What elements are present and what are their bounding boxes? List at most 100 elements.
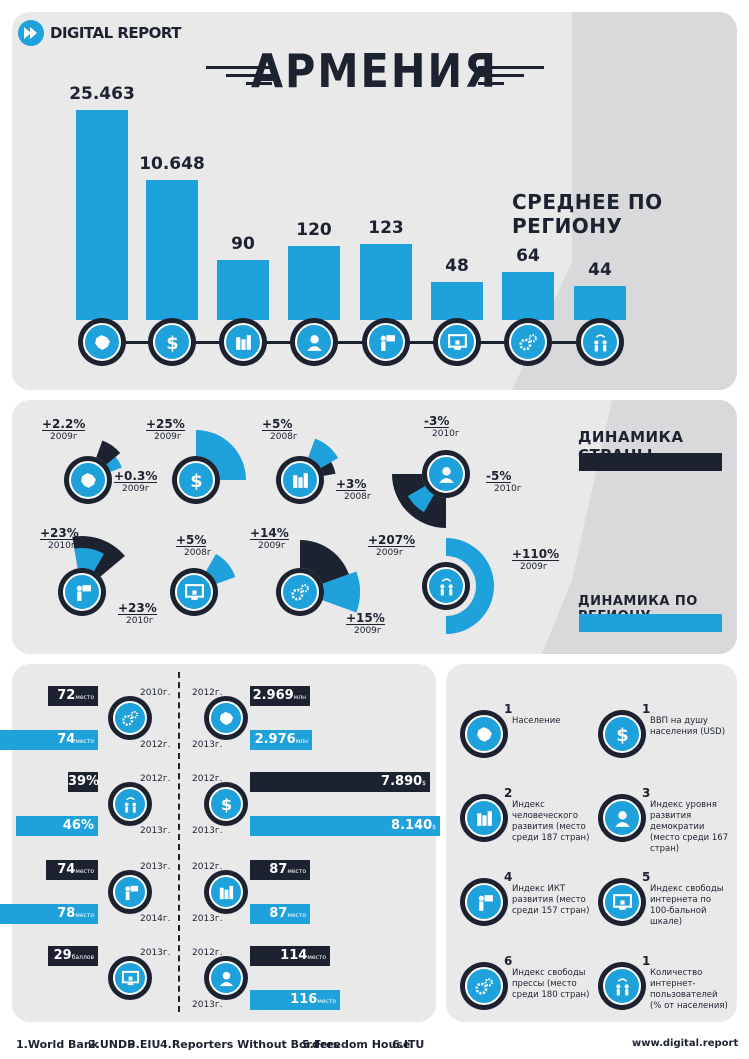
legend-number: 1: [642, 702, 651, 716]
map-icon: [474, 724, 495, 745]
bar: [431, 282, 483, 320]
ranking-year: 2012г.: [140, 774, 171, 784]
ranking-year: 2013г.: [192, 740, 223, 750]
bar: [217, 260, 269, 320]
people-wifi-icon: [612, 976, 633, 997]
person-icon: [612, 808, 633, 829]
ranking-year: 2012г.: [192, 688, 223, 698]
ranking-icon-badge: [204, 956, 248, 1000]
gears-icon: [290, 582, 311, 603]
dynamics-icon-badge: [64, 456, 112, 504]
legend-number: 4: [504, 870, 513, 884]
map-icon: [217, 709, 236, 728]
title-rule: [226, 74, 272, 77]
ranking-value: 78: [57, 906, 76, 921]
people-wifi-icon: [436, 576, 457, 597]
ranking-previous-tag: 87место: [250, 904, 310, 924]
site-url[interactable]: www.digital.report: [632, 1038, 739, 1049]
bar-baseline: [100, 341, 600, 344]
ranking-previous-tag: 78место: [0, 904, 98, 924]
gears-icon: [474, 976, 495, 997]
map-icon: [92, 332, 113, 353]
bar-value-label: 120: [296, 220, 332, 240]
ranking-year: 2014г.: [140, 914, 171, 924]
bar: [574, 286, 626, 320]
people-wifi-icon: [121, 795, 140, 814]
source-item: 6.ITU: [392, 1038, 425, 1051]
books-icon: [233, 332, 254, 353]
dynamics-bottom-value: +110%: [512, 547, 560, 561]
legend-text: Индекс уровня развития демократии (место…: [650, 800, 729, 854]
ranking-current-tag: 2.969млн: [250, 686, 310, 706]
svg-text:$: $: [190, 470, 202, 490]
bar-value-label: 48: [445, 256, 469, 276]
ranking-year: 2013г.: [140, 948, 171, 958]
ranking-icon-badge: [204, 870, 248, 914]
dynamics-icon-badge: $: [172, 456, 220, 504]
bar-icon-badge: [576, 318, 624, 366]
bar: [76, 110, 128, 320]
title-rule: [478, 66, 544, 69]
ranking-year: 2013г.: [140, 826, 171, 836]
svg-text:$: $: [166, 332, 178, 352]
source-item: 2.UNDP: [88, 1038, 136, 1051]
ranking-icon-badge: [108, 870, 152, 914]
books-icon: [474, 808, 495, 829]
ranking-current-tag: 29баллов: [48, 946, 98, 966]
bar-value-label: 90: [231, 234, 255, 254]
legend-text: Население: [512, 716, 561, 726]
dynamics-bottom-year: 2010г: [126, 616, 154, 626]
presenter-icon: [474, 892, 495, 913]
page-title: АРМЕНИЯ: [251, 44, 498, 98]
ranking-unit: место: [75, 868, 94, 875]
ranking-icon-badge: [108, 696, 152, 740]
ranking-current-tag: 72место: [48, 686, 98, 706]
legend-number: 3: [642, 786, 651, 800]
legend-number: 5: [642, 870, 651, 884]
dynamics-icon-badge: [276, 568, 324, 616]
brand-logo: DIGITAL REPORT: [18, 20, 182, 46]
source-item: 1.World Bank: [16, 1038, 99, 1051]
bar-value-label: 10.648: [139, 154, 205, 174]
dynamics-icon-badge: [422, 562, 470, 610]
country-legend-bar: [579, 453, 722, 471]
logo-icon: [18, 20, 44, 46]
legend-number: 2: [504, 786, 513, 800]
legend-number: 1: [504, 702, 513, 716]
ranking-unit: млн: [295, 738, 308, 745]
person-icon: [304, 332, 325, 353]
people-wifi-icon: [590, 332, 611, 353]
ranking-previous-tag: 116место: [250, 990, 340, 1010]
books-icon: [290, 470, 311, 491]
bar-icon-badge: $: [148, 318, 196, 366]
ranking-year: 2010г.: [140, 688, 171, 698]
ranking-value: 116: [290, 992, 318, 1007]
gears-icon: [518, 332, 539, 353]
legend-number: 6: [504, 954, 513, 968]
dynamics-top-value: -3%: [424, 414, 450, 428]
ranking-value: 87: [269, 862, 288, 877]
ranking-unit: $: [432, 824, 436, 831]
dynamics-bottom-year: 2010г: [494, 484, 522, 494]
dynamics-bottom-year: 2009г: [520, 562, 548, 572]
dynamics-top-value: +2.2%: [42, 417, 86, 431]
source-item: 5.Freedom House: [302, 1038, 411, 1051]
source-item: 4.Reporters Without Borders: [160, 1038, 340, 1051]
ranking-value: 87: [269, 906, 288, 921]
dynamics-top-year: 2008г: [270, 432, 298, 442]
dynamics-top-value: +207%: [368, 533, 416, 547]
panel-shade: [512, 12, 737, 390]
bar: [288, 246, 340, 320]
legend-icon-badge: [460, 794, 508, 842]
ranking-value: 39%: [68, 774, 100, 789]
bar-icon-badge: [290, 318, 338, 366]
presenter-icon: [121, 883, 140, 902]
bar: [502, 272, 554, 320]
dynamics-top-value: +5%: [176, 533, 207, 547]
dynamics-bottom-value: +15%: [346, 611, 385, 625]
ranking-unit: баллов: [71, 954, 94, 961]
ranking-unit: место: [287, 868, 306, 875]
map-icon: [78, 470, 99, 491]
ranking-year: 2012г.: [192, 862, 223, 872]
ranking-value: 72: [57, 688, 76, 703]
